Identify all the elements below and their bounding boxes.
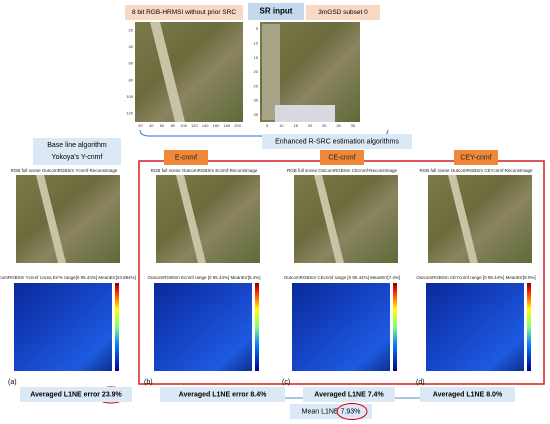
road [36, 175, 66, 263]
method-label: CEY-cnmf [460, 154, 491, 161]
x-tick-label: 140 [202, 123, 209, 128]
y-tick-label: 15 [254, 55, 259, 60]
error-map [292, 283, 390, 371]
y-tick-label: 30 [254, 98, 259, 103]
x-tick-label: 20 [138, 123, 143, 128]
method-label: E-cnmf [175, 154, 197, 161]
y-tick-label: 80 [129, 77, 134, 82]
y-tick-label: 100 [126, 94, 133, 99]
panel-title: RGB full scene OutcomRGBSm CEYcnmf-Recon… [419, 168, 533, 173]
error-map [14, 283, 112, 371]
colorbar [527, 283, 531, 371]
result-label: Averaged L1NE 7.4% [314, 391, 384, 398]
x-tick-label: 200 [234, 123, 241, 128]
panel-title: OutcomRGBSm Ecnmf range [0 95.44%] MeanE… [147, 275, 260, 280]
colorbar [255, 283, 259, 371]
x-tick-label: 25 [322, 123, 327, 128]
baseline-label: Base line algorithm [47, 142, 107, 149]
panel-title: RGB full scene OutcomRGBSm Ecnmf-ReconsI… [151, 168, 258, 173]
colorbar [393, 283, 397, 371]
road [176, 175, 206, 263]
y-tick-label: 40 [129, 44, 134, 49]
y-tick-label: 120 [126, 111, 133, 116]
method-box [164, 150, 208, 165]
x-tick-label: 160 [213, 123, 220, 128]
road [314, 175, 344, 263]
label-box [248, 3, 304, 20]
left-label: 8 bit RGB-HRMSI without prior SRC [132, 9, 236, 16]
image [156, 175, 260, 263]
panel-title: RGB full scene OutcomRGBSm Ycnmf-ReconsI… [11, 168, 118, 173]
road [448, 175, 478, 263]
method-box [454, 150, 498, 165]
result-box [420, 387, 515, 402]
mean-label: Mean L1NE 7.93% [302, 408, 361, 415]
panel-title: OutcomRGBSm CEYcnmf range [0 95.44%] Mea… [416, 275, 535, 280]
result-box [20, 387, 132, 402]
panel-letter: (c) [282, 379, 290, 386]
panel-title: OutcomRGBSm CEcnmf range [0 95.44%] Mean… [284, 275, 400, 280]
result-label: Averaged L1NE error 8.4% [179, 391, 267, 398]
highlight [336, 403, 368, 420]
image [16, 175, 120, 263]
y-tick-label: 60 [129, 61, 134, 66]
x-tick-label: 35 [351, 123, 356, 128]
x-tick-label: 180 [223, 123, 230, 128]
image [428, 175, 532, 263]
road [262, 24, 280, 120]
result-label: Averaged L1NE 8.0% [433, 391, 503, 398]
result-box [303, 387, 395, 402]
right-label: 3mGSD subset 0 [318, 9, 368, 16]
x-tick-label: 80 [171, 123, 176, 128]
x-tick-label: 20 [308, 123, 313, 128]
panel-letter: (a) [8, 379, 17, 386]
label-box [33, 138, 121, 165]
x-tick-label: 30 [336, 123, 341, 128]
x-tick-label: 15 [293, 123, 298, 128]
y-tick-label: 20 [254, 69, 259, 74]
y-tick-label: 10 [254, 40, 259, 45]
result-box [160, 387, 285, 402]
x-tick-label: 10 [279, 123, 284, 128]
label-box [125, 5, 243, 20]
image [135, 22, 243, 122]
colorbar [115, 283, 119, 371]
image [294, 175, 398, 263]
y-tick-label: 35 [254, 112, 259, 117]
x-tick-label: 120 [191, 123, 198, 128]
x-tick-label: 40 [149, 123, 154, 128]
panel-title: OutcomRGBSm Ycnmf 1Area Err% range[0 95.… [0, 275, 136, 280]
label-box [306, 5, 380, 20]
y-tick-label: 25 [254, 83, 259, 88]
label-box [262, 134, 412, 149]
panel-title: RGB full scene OutcomRGBSm CEcnmf-Recons… [287, 168, 398, 173]
baseline-label: Yokoya's Y-cnmf [52, 154, 103, 161]
label-box [290, 404, 372, 419]
y-tick-label: 20 [129, 27, 134, 32]
x-tick-label: 5 [266, 123, 269, 128]
result-label: Averaged L1NE error 23.9% [30, 391, 122, 398]
method-box [320, 150, 364, 165]
error-map [154, 283, 252, 371]
enhanced-label: Enhanced R-SRC estimation algorithms [275, 138, 399, 145]
building [275, 105, 335, 122]
method-label: CE-cnmf [328, 154, 355, 161]
error-map [426, 283, 524, 371]
center-label: SR input [260, 7, 293, 16]
y-tick-label: 5 [256, 26, 259, 31]
x-tick-label: 60 [160, 123, 165, 128]
x-tick-label: 100 [180, 123, 187, 128]
panel-letter: (d) [416, 379, 425, 386]
road [150, 22, 185, 122]
panel-letter: (b) [144, 379, 153, 386]
